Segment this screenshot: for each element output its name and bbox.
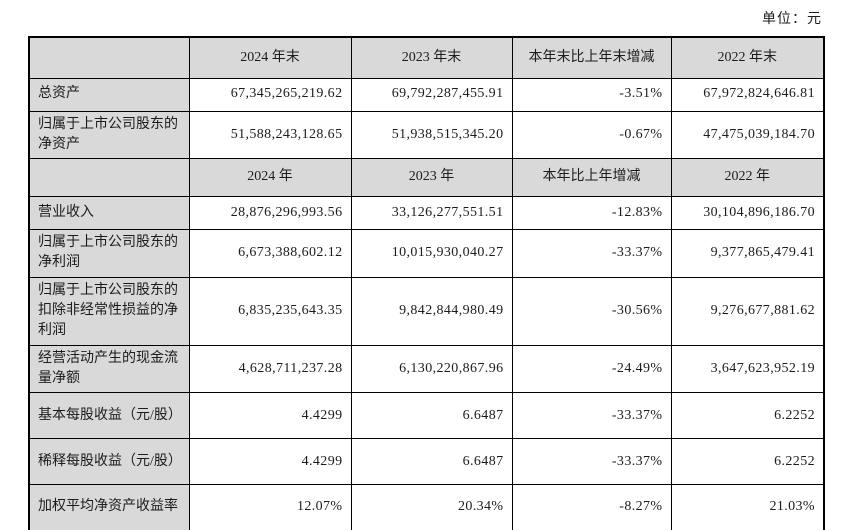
value-cell: 6.6487 <box>350 392 513 440</box>
row-label-cell: 归属于上市公司股东的净资产 <box>28 110 190 160</box>
value-cell: -33.37% <box>511 438 672 486</box>
value-cell: 6.2252 <box>670 392 825 440</box>
table-row-weighted-avg-roe: 加权平均净资产收益率 12.07% 20.34% -8.27% 21.03% <box>28 484 825 530</box>
table-row-diluted-eps: 稀释每股收益（元/股） 4.4299 6.6487 -33.37% 6.2252 <box>28 438 825 486</box>
header-cell-2023-yearend: 2023 年末 <box>350 36 513 79</box>
value-cell: 28,876,296,993.56 <box>188 196 352 231</box>
row-label-cell: 基本每股收益（元/股） <box>28 392 190 440</box>
value-cell: 3,647,623,952.19 <box>670 344 825 394</box>
value-cell: 4.4299 <box>188 438 352 486</box>
value-cell: 9,276,677,881.62 <box>670 276 825 346</box>
value-cell: -12.83% <box>511 196 672 231</box>
value-cell: 10,015,930,040.27 <box>350 229 513 278</box>
value-cell: 6.6487 <box>350 438 513 486</box>
value-cell: 30,104,896,186.70 <box>670 196 825 231</box>
table-header-row-yearend: 2024 年末 2023 年末 本年末比上年末增减 2022 年末 <box>28 36 825 79</box>
row-label-cell: 加权平均净资产收益率 <box>28 484 190 530</box>
row-label-cell: 稀释每股收益（元/股） <box>28 438 190 486</box>
table-row-basic-eps: 基本每股收益（元/股） 4.4299 6.6487 -33.37% 6.2252 <box>28 392 825 440</box>
value-cell: 47,475,039,184.70 <box>670 110 825 160</box>
row-label-cell: 营业收入 <box>28 196 190 231</box>
value-cell: 21.03% <box>670 484 825 530</box>
value-cell: 51,938,515,345.20 <box>350 110 513 160</box>
unit-label: 单位：元 <box>762 12 822 27</box>
table-row-net-profit: 归属于上市公司股东的净利润 6,673,388,602.12 10,015,93… <box>28 229 825 278</box>
value-cell: -8.27% <box>511 484 672 530</box>
header-cell-2024: 2024 年 <box>188 158 352 198</box>
row-label-cell: 总资产 <box>28 77 190 112</box>
value-cell: -30.56% <box>511 276 672 346</box>
value-cell: -3.51% <box>511 77 672 112</box>
key-financials-table: 2024 年末 2023 年末 本年末比上年末增减 2022 年末 总资产 67… <box>28 36 825 530</box>
header-cell-2024-yearend: 2024 年末 <box>188 36 352 79</box>
value-cell: 9,377,865,479.41 <box>670 229 825 278</box>
value-cell: 67,345,265,219.62 <box>188 77 352 112</box>
header-blank-cell <box>28 158 190 198</box>
table-row-total-assets: 总资产 67,345,265,219.62 69,792,287,455.91 … <box>28 77 825 112</box>
value-cell: 6.2252 <box>670 438 825 486</box>
value-cell: -0.67% <box>511 110 672 160</box>
header-cell-2022: 2022 年 <box>670 158 825 198</box>
row-label-cell: 经营活动产生的现金流量净额 <box>28 344 190 394</box>
value-cell: -33.37% <box>511 392 672 440</box>
header-cell-yoy-yearend: 本年末比上年末增减 <box>511 36 672 79</box>
row-label-cell: 归属于上市公司股东的扣除非经常性损益的净利润 <box>28 276 190 346</box>
header-blank-cell <box>28 36 190 79</box>
value-cell: 12.07% <box>188 484 352 530</box>
header-cell-2023: 2023 年 <box>350 158 513 198</box>
value-cell: 6,673,388,602.12 <box>188 229 352 278</box>
header-cell-2022-yearend: 2022 年末 <box>670 36 825 79</box>
header-cell-yoy: 本年比上年增减 <box>511 158 672 198</box>
table-row-operating-cash-flow: 经营活动产生的现金流量净额 4,628,711,237.28 6,130,220… <box>28 344 825 394</box>
table-row-revenue: 营业收入 28,876,296,993.56 33,126,277,551.51… <box>28 196 825 231</box>
table-header-row-fullyear: 2024 年 2023 年 本年比上年增减 2022 年 <box>28 158 825 198</box>
value-cell: 6,835,235,643.35 <box>188 276 352 346</box>
value-cell: 4.4299 <box>188 392 352 440</box>
row-label-cell: 归属于上市公司股东的净利润 <box>28 229 190 278</box>
value-cell: 9,842,844,980.49 <box>350 276 513 346</box>
value-cell: 20.34% <box>350 484 513 530</box>
value-cell: 6,130,220,867.96 <box>350 344 513 394</box>
value-cell: 67,972,824,646.81 <box>670 77 825 112</box>
value-cell: 51,588,243,128.65 <box>188 110 352 160</box>
value-cell: 33,126,277,551.51 <box>350 196 513 231</box>
value-cell: 4,628,711,237.28 <box>188 344 352 394</box>
value-cell: -33.37% <box>511 229 672 278</box>
value-cell: 69,792,287,455.91 <box>350 77 513 112</box>
table-row-net-profit-excl-nonrecurring: 归属于上市公司股东的扣除非经常性损益的净利润 6,835,235,643.35 … <box>28 276 825 346</box>
value-cell: -24.49% <box>511 344 672 394</box>
table-row-net-assets: 归属于上市公司股东的净资产 51,588,243,128.65 51,938,5… <box>28 110 825 160</box>
